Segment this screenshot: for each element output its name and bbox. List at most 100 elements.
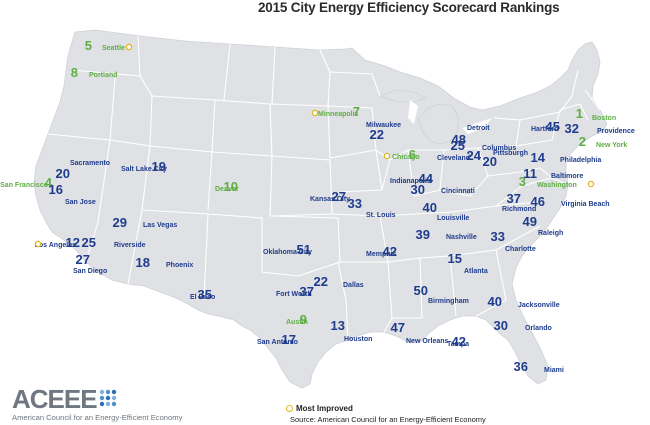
- city-name-charlotte: Charlotte: [505, 246, 536, 253]
- rank-virginia-beach: 46: [531, 194, 545, 209]
- rank-richmond: 37: [507, 191, 521, 206]
- city-name-atlanta: Atlanta: [464, 268, 488, 275]
- city-name-oklahoma-city: Oklahoma City: [263, 249, 312, 256]
- rank-houston: 13: [331, 318, 345, 333]
- city-name-jacksonville: Jacksonville: [518, 302, 560, 309]
- map-title: 2015 City Energy Efficiency Scorecard Ra…: [258, 0, 560, 15]
- city-miami: 36 Miami: [514, 359, 564, 374]
- city-name-richmond: Richmond: [502, 206, 536, 213]
- rank-milwaukee: 22: [370, 127, 384, 142]
- rank-detroit: 48: [452, 132, 466, 147]
- city-philadelphia: 14 Philadelphia: [531, 150, 602, 165]
- city-name-pittsburgh: Pittsburgh: [493, 150, 528, 157]
- rank-san-diego: 27: [76, 252, 90, 267]
- city-name-virginia-beach: Virginia Beach: [561, 201, 610, 208]
- rank-memphis: 42: [383, 244, 397, 259]
- rank-phoenix: 18: [136, 255, 150, 270]
- city-name-hartford: Hartford: [531, 126, 559, 133]
- city-name-las-vegas: Las Vegas: [143, 222, 177, 229]
- city-seattle: 5 Seattle: [85, 38, 133, 53]
- rank-columbus: 25: [451, 138, 465, 153]
- rank-baltimore: 11: [523, 166, 537, 181]
- city-name-milwaukee: Milwaukee: [366, 122, 401, 129]
- rank-boston: 1: [576, 106, 583, 121]
- city-name-minneapolis: Minneapolis: [318, 111, 359, 118]
- city-name-miami: Miami: [544, 367, 564, 374]
- legend: Most Improved: [286, 404, 353, 413]
- rank-tampa: 42: [452, 334, 466, 349]
- city-name-san-diego: San Diego: [73, 268, 107, 275]
- city-name-providence: Providence: [597, 128, 635, 135]
- city-las-vegas: 29 Las Vegas: [113, 215, 178, 230]
- most-improved-marker-seattle: [125, 43, 133, 51]
- city-name-san-jose: San Jose: [65, 199, 96, 206]
- rank-atlanta: 15: [448, 251, 462, 266]
- rank-los-angeles: 12: [66, 235, 80, 250]
- logo-dots-icon: [99, 389, 116, 407]
- rank-orlando: 30: [494, 318, 508, 333]
- rank-st-louis: 33: [348, 196, 362, 211]
- rank-charlotte: 33: [491, 229, 505, 244]
- lake-erie-shape: [462, 118, 492, 134]
- michigan-upper-shape: [378, 89, 428, 103]
- rank-pittsburgh: 20: [483, 154, 497, 169]
- city-name-raleigh: Raleigh: [538, 230, 563, 237]
- city-name-houston: Houston: [344, 336, 372, 343]
- state-borders: [47, 35, 601, 341]
- us-land-shape: [33, 29, 608, 389]
- rank-san-jose: 16: [49, 182, 63, 197]
- city-name-sacramento: Sacramento: [70, 160, 110, 167]
- city-st-louis: 33 St. Louis: [348, 196, 396, 219]
- city-name-louisville: Louisville: [437, 215, 469, 222]
- city-name-el-paso: El Paso: [190, 294, 215, 301]
- city-jacksonville: 40 Jacksonville: [488, 294, 560, 309]
- city-name-nashville: Nashville: [446, 234, 477, 241]
- city-washington: 3 Washington: [519, 174, 595, 189]
- city-name-detroit: Detroit: [467, 125, 490, 132]
- rank-louisville: 40: [423, 200, 437, 215]
- city-riverside: 25 Riverside: [82, 235, 146, 250]
- city-name-columbus: Columbus: [482, 145, 516, 152]
- city-name-orlando: Orlando: [525, 325, 552, 332]
- rank-washington: 3: [519, 174, 526, 189]
- rank-seattle: 5: [85, 38, 92, 53]
- michigan-shape: [417, 103, 459, 145]
- most-improved-marker-minneapolis: [311, 109, 319, 117]
- city-cincinnati: 30 Cincinnati: [411, 182, 475, 197]
- most-improved-marker-chicago: [383, 152, 391, 160]
- city-name-new-york: New York: [596, 142, 627, 149]
- city-name-denver: Denver: [215, 186, 239, 193]
- rank-el-paso: 35: [198, 287, 212, 302]
- rank-philadelphia: 14: [531, 150, 546, 165]
- city-dallas: 22 Dallas: [314, 274, 364, 289]
- city-name-dallas: Dallas: [343, 282, 364, 289]
- city-portland: 8 Portland: [71, 65, 118, 80]
- city-name-boston: Boston: [592, 115, 616, 122]
- city-boston: 1 Boston: [576, 106, 616, 122]
- rank-raleigh: 49: [523, 214, 537, 229]
- city-phoenix: 18 Phoenix: [136, 255, 194, 270]
- aceee-wordmark: ACEEE: [12, 384, 98, 414]
- city-name-san-francisco: San Francisco: [0, 182, 48, 189]
- city-name-portland: Portland: [89, 72, 117, 79]
- rank-cleveland: 24: [467, 148, 482, 163]
- city-virginia-beach: 46 Virginia Beach: [531, 194, 610, 209]
- rank-sacramento: 20: [56, 166, 70, 181]
